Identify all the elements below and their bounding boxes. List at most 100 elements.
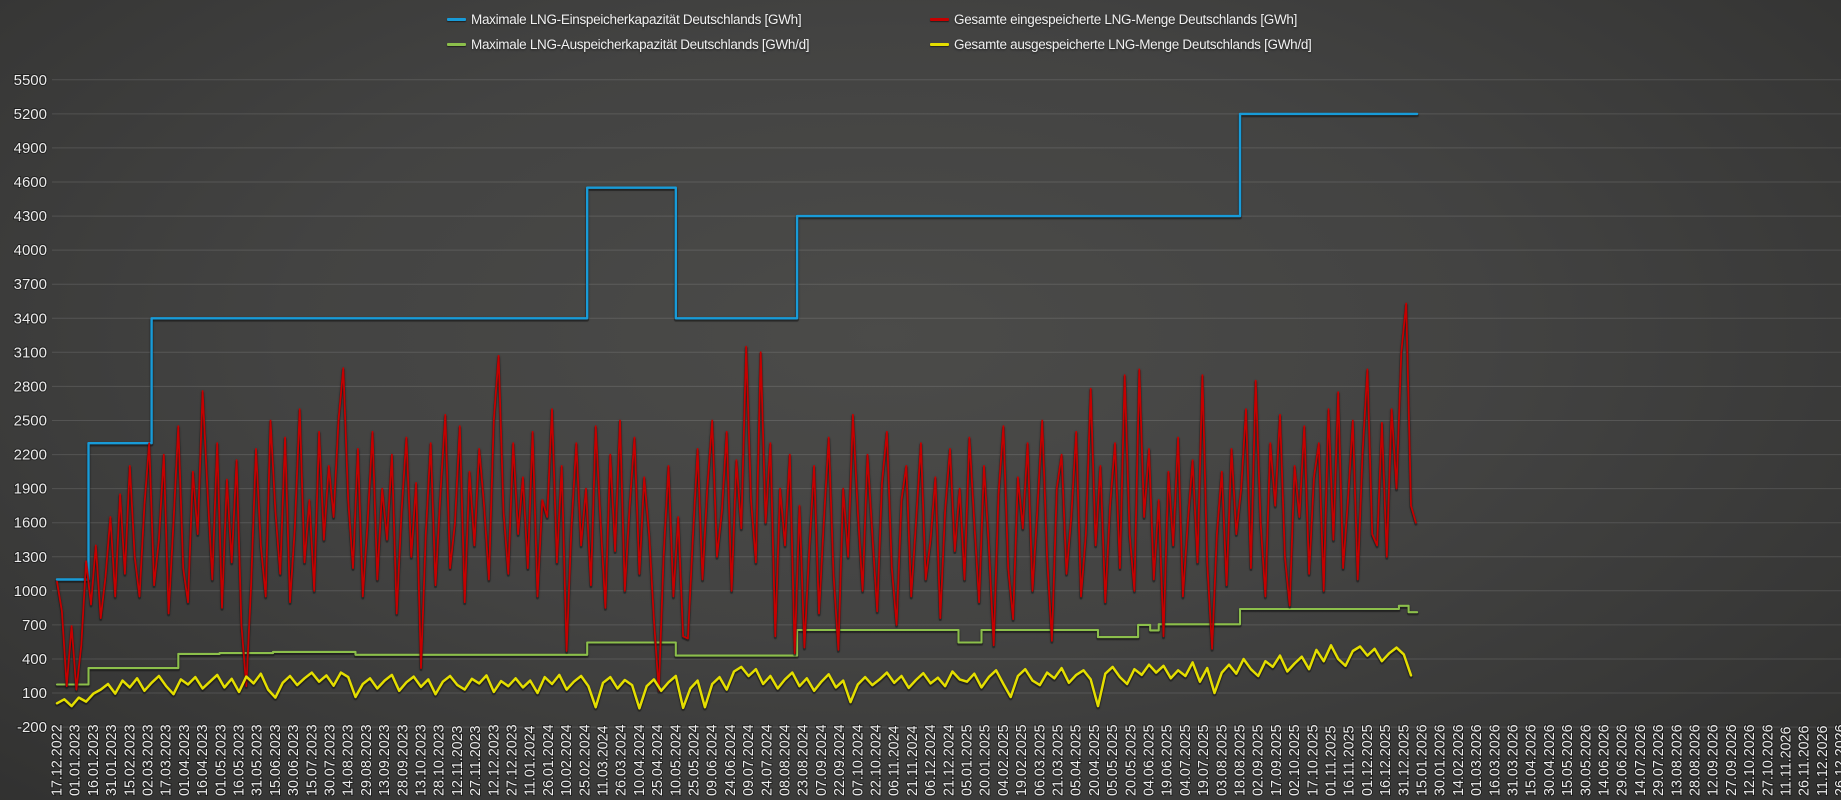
x-axis-label: 13.08.2026	[1669, 724, 1685, 796]
x-axis-label: 08.08.2024	[778, 724, 794, 796]
x-axis-label: 25.05.2024	[687, 724, 703, 796]
x-axis-label: 27.11.2023	[468, 725, 484, 796]
x-axis-label: 23.08.2024	[796, 724, 812, 796]
series-line-0	[55, 112, 1419, 581]
legend-label: Gesamte eingespeicherte LNG-Menge Deutsc…	[954, 11, 1298, 27]
y-axis-label: 1300	[14, 549, 47, 566]
x-axis-label: 24.06.2024	[723, 724, 739, 796]
x-axis-label: 16.04.2023	[195, 724, 211, 796]
x-axis-label: 06.12.2024	[923, 724, 939, 796]
x-axis-label: 13.09.2023	[377, 724, 393, 796]
y-axis-label: 100	[22, 685, 47, 702]
y-axis-label: 4300	[14, 208, 47, 225]
y-axis-label: 4600	[14, 174, 47, 191]
x-axis-label: 12.11.2023	[450, 725, 466, 796]
legend-label: Maximale LNG-Auspeicherkapazität Deutsch…	[471, 36, 810, 52]
x-axis-label: 02.03.2023	[141, 724, 157, 796]
x-axis-label: 15.05.2026	[1560, 724, 1576, 796]
x-axis-label: 11.11.2026	[1779, 727, 1795, 796]
x-axis-label: 01.01.2023	[68, 724, 84, 796]
x-axis-label: 03.08.2025	[1214, 724, 1230, 796]
x-axis-label: 22.09.2024	[832, 724, 848, 796]
x-axis-label: 10.04.2024	[632, 724, 648, 796]
x-axis-label: 28.09.2023	[395, 724, 411, 796]
x-axis-label: 01.04.2023	[177, 724, 193, 796]
x-axis-label: 10.02.2024	[559, 724, 575, 796]
x-axis-label: 25.04.2024	[650, 724, 666, 796]
x-axis-label: 13.10.2023	[414, 724, 430, 796]
x-axis-label: 20.04.2025	[1087, 724, 1103, 796]
legend-label: Maximale LNG-Einspeicherkapazität Deutsc…	[471, 11, 802, 27]
x-axis-label: 15.02.2023	[122, 724, 138, 796]
x-axis-label: 20.05.2025	[1123, 724, 1139, 796]
series-line-1	[56, 302, 1417, 692]
x-axis-label: 26.03.2024	[614, 724, 630, 796]
x-axis-label: 09.06.2024	[705, 724, 721, 796]
x-axis-label: 21.12.2024	[941, 724, 957, 796]
x-axis-label: 06.03.2025	[1032, 724, 1048, 796]
x-axis-label: 30.06.2023	[286, 724, 302, 796]
legend-line-swatch	[447, 42, 466, 46]
x-axis-label: 26.11.2026	[1797, 725, 1813, 796]
x-axis-label: 17.03.2023	[159, 724, 175, 796]
x-axis-label: 12.09.2026	[1706, 724, 1722, 796]
x-axis-label: 20.01.2025	[978, 724, 994, 796]
x-axis-label: 11.01.2024	[523, 725, 539, 796]
x-axis-label: 22.10.2024	[869, 724, 885, 796]
y-axis-label: 2200	[14, 447, 47, 464]
y-axis-label: 3700	[14, 276, 47, 293]
x-axis-label: 14.02.2026	[1451, 724, 1467, 796]
x-axis-label: 05.04.2025	[1069, 724, 1085, 796]
y-axis-label: 1900	[14, 481, 47, 498]
x-axis-label: 11.12.2026	[1815, 725, 1831, 796]
legend-item-0[interactable]: Maximale LNG-Einspeicherkapazität Deutsc…	[447, 10, 802, 28]
x-axis-label: 24.07.2024	[759, 724, 775, 796]
y-axis-label: 5500	[14, 72, 47, 89]
legend-item-3[interactable]: Gesamte ausgespeicherte LNG-Menge Deutsc…	[930, 35, 1312, 53]
legend-item-1[interactable]: Gesamte eingespeicherte LNG-Menge Deutsc…	[930, 10, 1297, 28]
y-axis-label: 3100	[14, 344, 47, 361]
x-axis-label: 19.07.2025	[1196, 724, 1212, 796]
x-axis-label: 12.10.2026	[1742, 724, 1758, 796]
x-axis-label: 02.10.2025	[1287, 724, 1303, 796]
series-shadow	[55, 113, 1419, 583]
y-axis-label: 1600	[14, 515, 47, 532]
x-axis-label: 04.07.2025	[1178, 724, 1194, 796]
y-axis-label: 4900	[14, 140, 47, 157]
legend-item-2[interactable]: Maximale LNG-Auspeicherkapazität Deutsch…	[447, 35, 810, 53]
x-axis-label: 01.12.2025	[1360, 724, 1376, 796]
y-axis-label: 3400	[14, 310, 47, 327]
x-axis-label: 01.05.2023	[213, 724, 229, 796]
x-axis-label: 16.12.2025	[1378, 724, 1394, 796]
x-axis-label: 01.11.2025	[1324, 725, 1340, 796]
x-axis-label: 28.10.2023	[432, 724, 448, 796]
y-axis-label: 2500	[14, 413, 47, 430]
x-axis-label: 25.02.2024	[577, 724, 593, 796]
x-axis-label: 09.07.2024	[741, 724, 757, 796]
x-axis-label: 21.11.2024	[905, 725, 921, 796]
legend-label: Gesamte ausgespeicherte LNG-Menge Deutsc…	[954, 36, 1312, 52]
x-axis-label: 16.03.2026	[1487, 724, 1503, 796]
x-axis-label: 06.11.2024	[887, 725, 903, 796]
x-axis-label: 04.02.2025	[996, 724, 1012, 796]
series-line-2	[55, 604, 1419, 686]
x-axis-label: 11.03.2024	[596, 725, 612, 796]
x-axis-label: 05.01.2025	[960, 724, 976, 796]
y-axis-label: 700	[22, 617, 47, 634]
x-axis-label: 18.08.2025	[1233, 724, 1249, 796]
x-axis-label: 29.08.2023	[359, 724, 375, 796]
x-axis-label: 31.05.2023	[250, 724, 266, 796]
x-axis-label: 01.03.2026	[1469, 724, 1485, 796]
x-axis-label: 15.01.2026	[1415, 724, 1431, 796]
x-axis-label: 21.03.2025	[1051, 724, 1067, 796]
y-axis-label: 1000	[14, 583, 47, 600]
x-axis-label: 27.12.2023	[505, 724, 521, 796]
x-axis-label: 31.12.2025	[1396, 724, 1412, 796]
y-axis-label: 2800	[14, 378, 47, 395]
legend-line-swatch	[930, 17, 949, 21]
x-axis-label: 30.07.2023	[323, 724, 339, 796]
x-axis-label: 30.01.2026	[1433, 724, 1449, 796]
x-axis-label: 26.12.2026	[1833, 724, 1841, 796]
x-axis-label: 26.01.2024	[541, 724, 557, 796]
